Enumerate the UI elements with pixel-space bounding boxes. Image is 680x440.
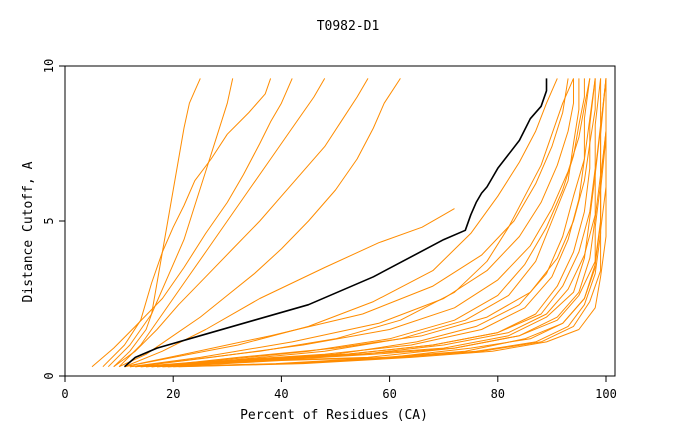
series-line-5 [118, 78, 326, 368]
y-axis-label: Distance Cutoff, A [21, 161, 36, 302]
series-line-4 [107, 78, 234, 368]
series-line-21 [167, 78, 607, 368]
series-line-3 [91, 78, 293, 368]
x-tick-label: 60 [382, 387, 396, 401]
x-axis-label: Percent of Residues (CA) [240, 408, 428, 423]
series-line-10 [129, 78, 574, 368]
series-line-14 [140, 78, 596, 368]
y-tick-label: 10 [42, 59, 56, 73]
series-line-9 [124, 78, 558, 368]
series-line-7 [118, 78, 401, 368]
series-line-24 [167, 78, 607, 368]
series-line-29 [124, 78, 569, 368]
series-line-22 [162, 78, 607, 368]
chart-title: T0982-D1 [317, 19, 380, 34]
series-line-27 [135, 78, 591, 368]
x-tick-label: 100 [595, 387, 617, 401]
series-line-8 [124, 208, 455, 368]
series-line-11 [135, 78, 585, 368]
series-line-16 [146, 78, 602, 368]
x-tick-label: 20 [166, 387, 180, 401]
series-line-18 [151, 78, 607, 368]
x-tick-label: 40 [274, 387, 288, 401]
series-line-6 [113, 78, 369, 368]
y-tick-label: 0 [42, 372, 56, 379]
series-line-12 [140, 78, 580, 368]
axis-layer: 0 20 40 60 80 100 0 5 10 [42, 59, 617, 401]
series-line-28 [129, 78, 574, 368]
series-line-1 [113, 78, 201, 368]
series-layer [91, 78, 607, 368]
y-tick-label: 5 [42, 217, 56, 224]
x-tick-label: 0 [61, 387, 68, 401]
series-line-25 [178, 78, 607, 368]
series-line-26 [151, 78, 596, 368]
highlight-series-line [123, 78, 548, 368]
x-tick-label: 80 [491, 387, 505, 401]
series-line-20 [156, 78, 607, 368]
